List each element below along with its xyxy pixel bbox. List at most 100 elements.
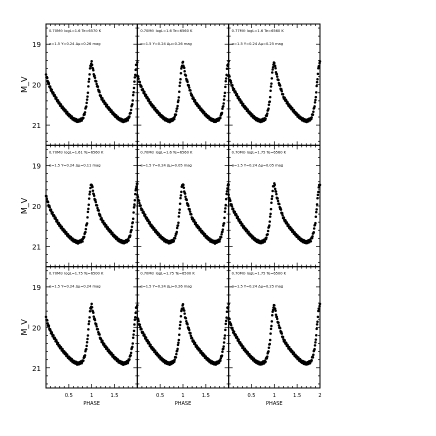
data-point — [278, 202, 281, 206]
data-point — [176, 224, 180, 227]
data-point — [179, 314, 183, 318]
data-point — [140, 327, 143, 331]
data-point — [193, 98, 197, 102]
data-point — [90, 59, 93, 63]
data-point — [316, 320, 319, 324]
data-point — [221, 228, 225, 231]
data-point — [175, 226, 179, 230]
data-point — [85, 101, 88, 105]
data-point — [239, 341, 242, 344]
y-tick-label: 20 — [32, 82, 41, 90]
data-point — [99, 215, 102, 218]
panel-label-line2: α=1.5 Y=0.24 Δμ=0.05 mag — [232, 163, 283, 167]
data-point — [46, 200, 50, 204]
data-point — [273, 183, 276, 187]
data-point — [273, 304, 276, 307]
data-point — [87, 85, 90, 88]
y-tick-label: 19 — [32, 163, 41, 171]
data-point — [266, 112, 269, 115]
data-point — [242, 225, 246, 228]
data-point — [173, 360, 176, 363]
data-point — [317, 186, 320, 189]
data-point — [83, 354, 87, 357]
panel-label-line2: α=1.5 Y=0.24 Δμ=0.26 mag — [140, 285, 191, 289]
x-axis-labels: PHASE PHASE PHASE — [83, 401, 282, 407]
data-point — [85, 98, 89, 101]
data-point — [95, 82, 98, 86]
data-point — [98, 333, 101, 336]
data-point — [222, 105, 225, 108]
panel-label-line2: α=1.5 Y=0.24 Δμ=0.05 mag — [140, 163, 191, 167]
data-point — [101, 339, 104, 343]
light-curve — [44, 302, 139, 366]
data-point — [137, 77, 140, 80]
data-point — [48, 205, 51, 209]
light-curve — [44, 182, 139, 245]
data-point — [45, 319, 49, 322]
panel-label-line1: 0.70M⊙ logL=1.75 Te=6500 K — [49, 272, 104, 276]
data-point — [269, 85, 273, 88]
data-point — [173, 237, 177, 240]
data-point — [231, 84, 234, 87]
data-point — [277, 321, 280, 324]
data-point — [50, 331, 54, 334]
data-point — [100, 216, 103, 220]
y-tick-label: 21 — [32, 122, 41, 130]
data-point — [266, 233, 269, 236]
data-point — [55, 218, 59, 222]
data-point — [95, 325, 98, 328]
data-point — [178, 333, 181, 337]
data-point — [131, 217, 135, 220]
data-point — [93, 76, 97, 79]
data-point — [268, 215, 272, 218]
data-point — [144, 93, 148, 97]
data-point — [137, 319, 140, 323]
panel-label-line1: 0.70M⊙ logL=1.6 Te=6560 K — [140, 150, 193, 154]
data-point — [97, 209, 100, 212]
data-point — [280, 88, 283, 91]
data-point — [94, 80, 98, 83]
data-point — [149, 343, 152, 347]
data-point — [270, 320, 274, 323]
data-point — [112, 353, 115, 357]
data-point — [314, 95, 318, 99]
data-point — [65, 353, 69, 356]
data-point — [179, 72, 183, 75]
data-point — [82, 116, 85, 120]
data-point — [280, 211, 284, 215]
data-point — [281, 214, 284, 217]
data-point — [275, 192, 278, 196]
data-point — [222, 341, 226, 344]
data-point — [313, 344, 317, 347]
data-point — [52, 334, 55, 337]
data-point — [219, 235, 223, 239]
data-point — [88, 193, 91, 196]
y-tick-label: 20 — [32, 324, 41, 332]
data-point — [95, 204, 99, 207]
data-point — [221, 230, 224, 233]
data-point — [314, 215, 318, 219]
data-point — [248, 352, 251, 356]
data-point — [269, 207, 273, 211]
data-point — [132, 333, 135, 336]
data-point — [313, 347, 316, 351]
data-point — [273, 61, 276, 65]
data-point — [314, 221, 317, 225]
data-point — [138, 323, 142, 326]
data-point — [274, 313, 278, 316]
data-point — [91, 185, 94, 189]
data-point — [183, 192, 187, 195]
data-point — [86, 337, 89, 341]
panel-label-line1: 0.70M⊙ logL=1.75 Te=6500 K — [140, 272, 195, 276]
data-point — [178, 84, 181, 88]
x-tick-label: 0.5 — [248, 393, 256, 399]
data-point — [278, 84, 282, 87]
data-point — [61, 347, 64, 351]
panel-label-line2: α=1.5 Y=0.24 Δμ=0.26 mag — [140, 42, 191, 46]
data-point — [85, 105, 88, 108]
data-point — [315, 80, 319, 84]
data-point — [131, 99, 135, 102]
x-axis-label: PHASE — [175, 401, 192, 407]
data-point — [270, 201, 273, 204]
data-point — [132, 329, 136, 333]
